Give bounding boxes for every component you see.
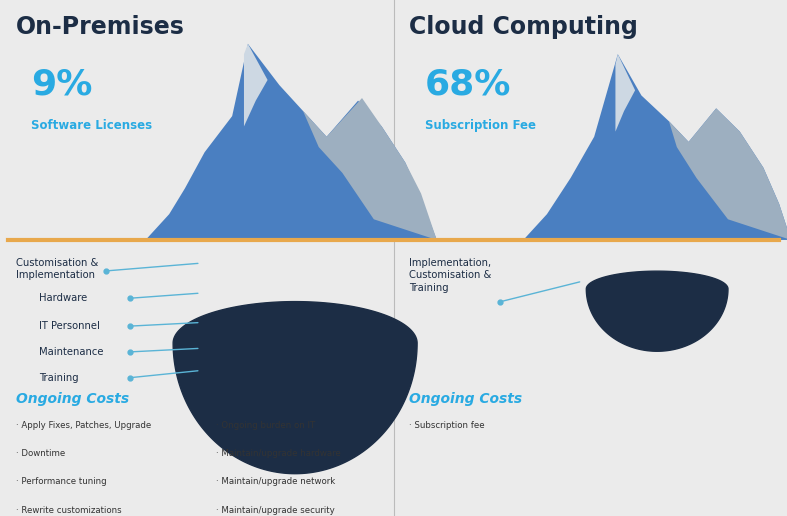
- Text: Training: Training: [39, 373, 79, 382]
- Text: 68%: 68%: [425, 67, 512, 101]
- Text: IT Personnel: IT Personnel: [39, 321, 100, 331]
- Polygon shape: [244, 44, 268, 126]
- Text: Ongoing Costs: Ongoing Costs: [16, 392, 129, 406]
- Text: · Downtime: · Downtime: [16, 449, 65, 458]
- Polygon shape: [303, 98, 437, 240]
- Text: Customisation &
Implementation: Customisation & Implementation: [16, 258, 98, 280]
- Polygon shape: [615, 54, 635, 132]
- Text: · Apply Fixes, Patches, Upgrade: · Apply Fixes, Patches, Upgrade: [16, 421, 151, 429]
- Text: On-Premises: On-Premises: [16, 15, 185, 40]
- Text: Maintenance: Maintenance: [39, 347, 104, 357]
- Polygon shape: [669, 108, 787, 240]
- Text: · Subscription fee: · Subscription fee: [409, 421, 485, 429]
- Text: Software Licenses: Software Licenses: [31, 119, 153, 132]
- Text: · Maintain/upgrade security: · Maintain/upgrade security: [216, 506, 335, 514]
- Polygon shape: [523, 54, 787, 240]
- Polygon shape: [586, 271, 728, 351]
- Text: · Performance tuning: · Performance tuning: [16, 477, 106, 486]
- Text: · Ongoing burden on IT: · Ongoing burden on IT: [216, 421, 316, 429]
- Text: · Maintain/upgrade network: · Maintain/upgrade network: [216, 477, 336, 486]
- Polygon shape: [146, 44, 437, 240]
- Text: · Maintain/upgrade hardware: · Maintain/upgrade hardware: [216, 449, 342, 458]
- Text: Cloud Computing: Cloud Computing: [409, 15, 638, 40]
- Text: Subscription Fee: Subscription Fee: [425, 119, 536, 132]
- Text: · Rewrite customizations: · Rewrite customizations: [16, 506, 121, 514]
- Text: Ongoing Costs: Ongoing Costs: [409, 392, 523, 406]
- Polygon shape: [173, 302, 417, 474]
- Text: 9%: 9%: [31, 67, 93, 101]
- Text: Hardware: Hardware: [39, 293, 87, 303]
- Text: Implementation,
Customisation &
Training: Implementation, Customisation & Training: [409, 258, 492, 293]
